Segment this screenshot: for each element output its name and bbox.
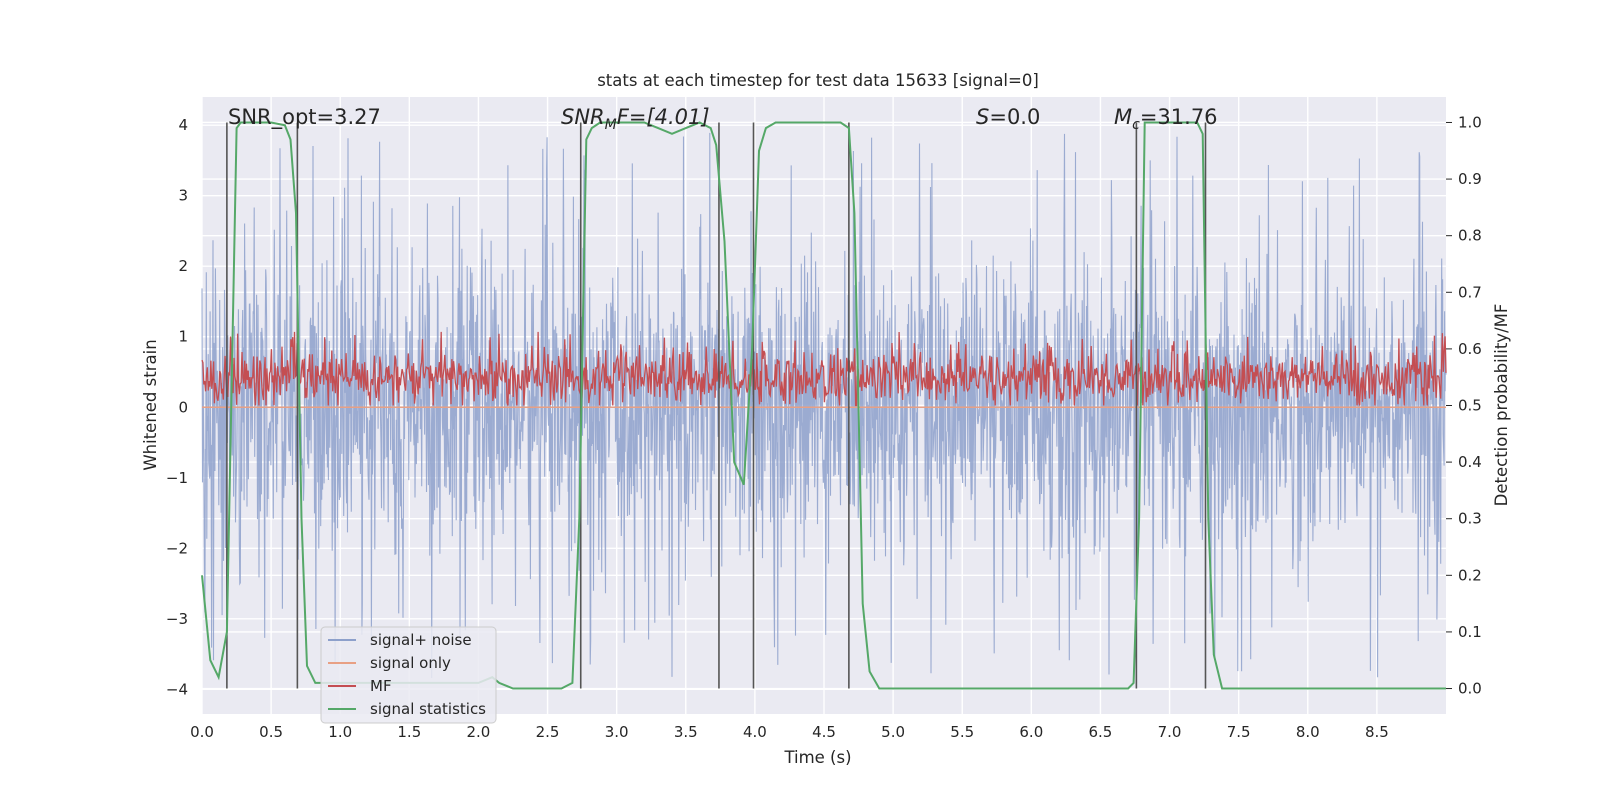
chart-title: stats at each timestep for test data 156… — [597, 71, 1039, 90]
x-tick-label: 0.0 — [190, 723, 214, 741]
legend-label-mf: MF — [370, 677, 392, 695]
x-tick-label: 5.0 — [881, 723, 905, 741]
y2-tick-label: 0.3 — [1458, 510, 1482, 528]
x-tick-label: 8.5 — [1365, 723, 1389, 741]
annotation-s: S=0.0 — [976, 105, 1040, 129]
mf-series — [201, 331, 1447, 407]
legend-label-statistics: signal statistics — [370, 700, 486, 718]
y-axis-label: Whitened strain — [141, 339, 160, 470]
signal-statistics-series — [201, 121, 1446, 690]
x-tick-label: 1.0 — [328, 723, 352, 741]
x-tick-label: 2.5 — [536, 723, 560, 741]
annotation-snr-mf: SNRMF=[4.01] — [561, 105, 710, 133]
x-tick-label: 8.0 — [1296, 723, 1320, 741]
y2-tick-label: 0.9 — [1458, 170, 1482, 188]
legend-label-noise: signal+ noise — [370, 631, 472, 649]
annotation-mc: Mc=31.76 — [1114, 105, 1218, 133]
x-tick-label: 5.5 — [950, 723, 974, 741]
y2-tick-label: 0.7 — [1458, 283, 1482, 301]
x-tick-label: 7.5 — [1227, 723, 1251, 741]
x-axis-label: Time (s) — [783, 748, 851, 767]
x-tick-label: 3.0 — [605, 723, 629, 741]
x-tick-label: 3.5 — [674, 723, 698, 741]
y2-tick-label: 0.5 — [1458, 397, 1482, 415]
y2-tick-label: 0.0 — [1458, 680, 1482, 698]
noise-trace — [201, 132, 1447, 679]
y-axis-ticks: 4 3 2 1 0 −1 −2 −3 −4 — [166, 116, 188, 698]
x-tick-label: 4.0 — [743, 723, 767, 741]
y-tick-label: 2 — [178, 257, 188, 275]
x-tick-label: 0.5 — [259, 723, 283, 741]
y-tick-label: −2 — [166, 539, 188, 557]
signal-statistics-line — [201, 121, 1446, 690]
y-tick-label: −3 — [166, 610, 188, 628]
annotation-snr-opt: SNR_opt=3.27 — [228, 105, 381, 130]
legend-box — [320, 626, 497, 724]
y2-tick-label: 0.4 — [1458, 453, 1482, 471]
y-tick-label: 3 — [178, 187, 188, 205]
y2-tick-label: 0.1 — [1458, 623, 1482, 641]
y-tick-label: −1 — [166, 469, 188, 487]
y2-tick-label: 1.0 — [1458, 113, 1482, 131]
x-tick-label: 7.0 — [1158, 723, 1182, 741]
y-tick-label: 4 — [178, 116, 188, 134]
y-tick-label: 0 — [178, 398, 188, 416]
y2-tick-label: 0.2 — [1458, 566, 1482, 584]
x-axis-ticks: 0.0 0.5 1.0 1.5 2.0 2.5 3.0 3.5 4.0 4.5 5.0 5.5 6.0 6… — [190, 723, 1389, 741]
x-tick-label: 6.5 — [1089, 723, 1113, 741]
x-tick-label: 1.5 — [397, 723, 421, 741]
legend: signal+ noise signal only MF signal stat… — [320, 626, 497, 724]
y2-axis-label: Detection probability/MF — [1492, 304, 1511, 507]
mf-trace — [201, 331, 1447, 407]
x-tick-label: 2.0 — [467, 723, 491, 741]
y-tick-label: 1 — [178, 328, 188, 346]
y2-tick-label: 0.8 — [1458, 227, 1482, 245]
legend-label-signal: signal only — [370, 654, 451, 672]
y2-axis-ticks: 1.0 0.9 0.8 0.7 0.6 0.5 0.4 0.3 0.2 0.1 0.0 — [1446, 113, 1482, 698]
x-tick-label: 4.5 — [812, 723, 836, 741]
y-tick-label: −4 — [166, 680, 188, 698]
x-tick-label: 6.0 — [1019, 723, 1043, 741]
signal-noise-series — [201, 132, 1447, 679]
y2-tick-label: 0.6 — [1458, 340, 1482, 358]
